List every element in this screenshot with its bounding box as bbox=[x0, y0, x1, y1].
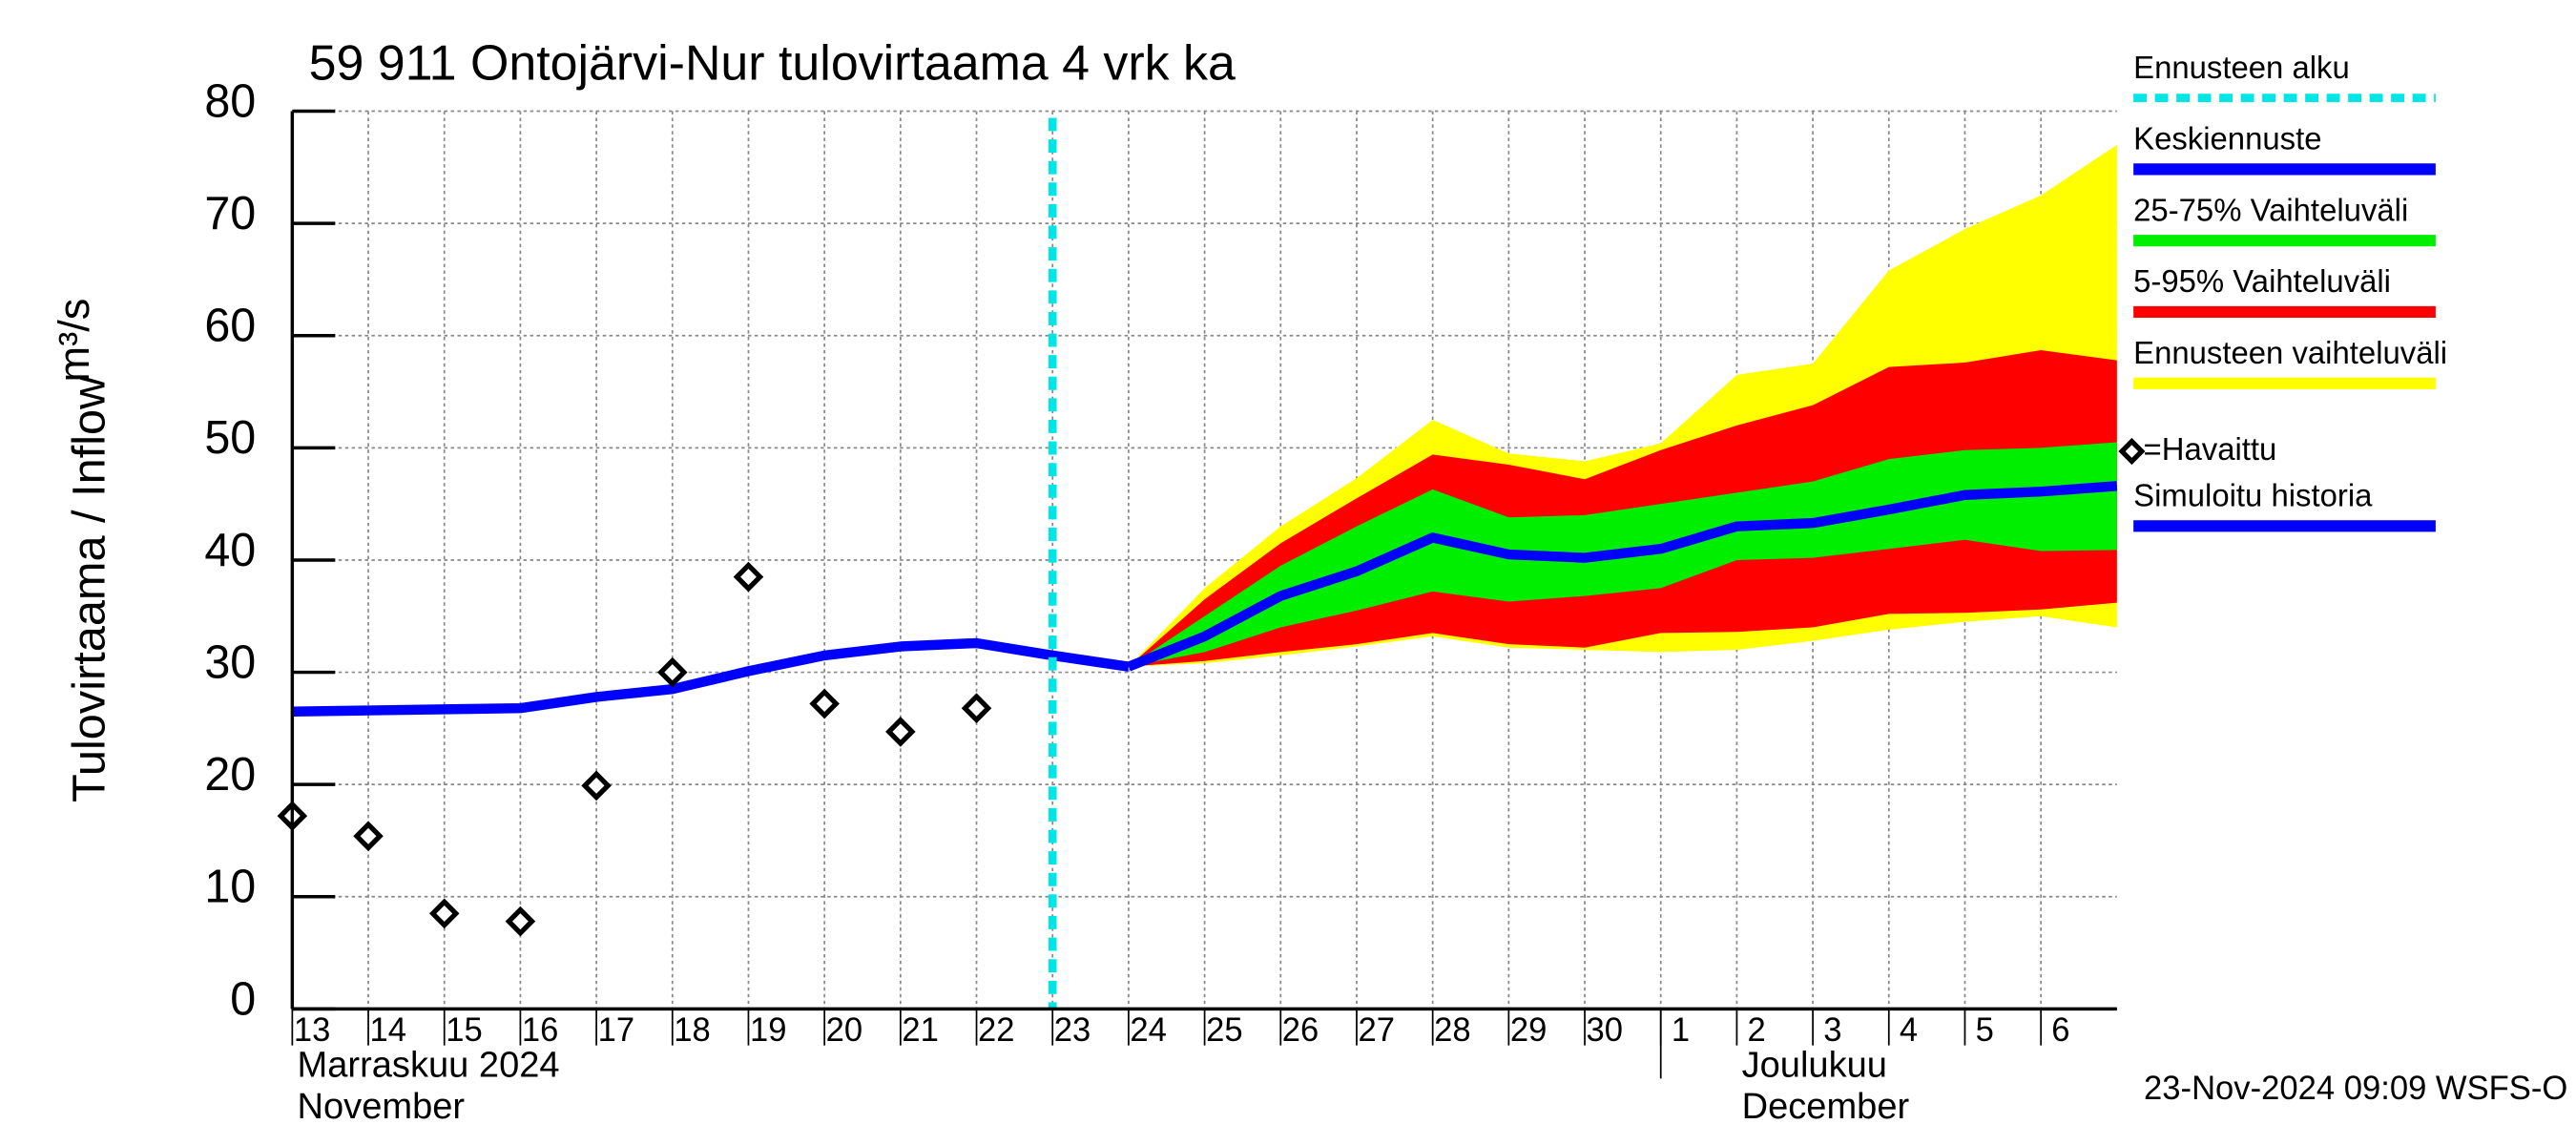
series-line bbox=[292, 637, 1130, 717]
x-tick-label: 13 bbox=[294, 1012, 331, 1049]
y-tick-label: 50 bbox=[204, 412, 256, 464]
y-tick-label: 20 bbox=[204, 749, 256, 801]
chart-title: 59 911 Ontojärvi-Nur tulovirtaama 4 vrk … bbox=[309, 35, 1236, 91]
footer: 23-Nov-2024 09:09 WSFS-O bbox=[2144, 1071, 2567, 1107]
x-tick-label: 18 bbox=[674, 1012, 711, 1049]
observed-point bbox=[885, 717, 916, 747]
x-tick-label: 17 bbox=[598, 1012, 635, 1049]
legend-label: Keskiennuste bbox=[2133, 120, 2321, 156]
legend-label: 5-95% Vaihteluväli bbox=[2133, 263, 2391, 299]
x-tick-label: 29 bbox=[1510, 1012, 1548, 1049]
x-tick-label: 20 bbox=[826, 1012, 863, 1049]
x-tick-label: 6 bbox=[2051, 1012, 2069, 1049]
y-axis-unit: m³/s bbox=[50, 299, 98, 383]
x-tick-label: 26 bbox=[1282, 1012, 1319, 1049]
legend-label: =Havaittu bbox=[2144, 431, 2277, 467]
y-tick-label: 40 bbox=[204, 525, 256, 576]
observed-point bbox=[809, 688, 840, 719]
x-tick-label: 2 bbox=[1748, 1012, 1766, 1049]
x-tick-label: 15 bbox=[446, 1012, 483, 1049]
x-tick-label: 27 bbox=[1358, 1012, 1395, 1049]
observed-point bbox=[505, 906, 536, 937]
y-tick-label: 70 bbox=[204, 188, 256, 239]
y-tick-label: 60 bbox=[204, 301, 256, 352]
x-tick-label: 21 bbox=[902, 1012, 939, 1049]
x-tick-label: 24 bbox=[1130, 1012, 1167, 1049]
y-tick-label: 30 bbox=[204, 636, 256, 688]
legend-marker bbox=[2118, 437, 2146, 466]
x-tick-label: 16 bbox=[522, 1012, 559, 1049]
month-sublabel: November bbox=[298, 1086, 466, 1127]
y-tick-label: 80 bbox=[204, 75, 256, 127]
legend-label: Ennusteen alku bbox=[2133, 50, 2350, 85]
y-tick-label: 0 bbox=[230, 973, 256, 1025]
x-tick-label: 25 bbox=[1206, 1012, 1243, 1049]
x-tick-label: 28 bbox=[1434, 1012, 1471, 1049]
observed-point bbox=[961, 693, 992, 724]
x-tick-label: 19 bbox=[750, 1012, 787, 1049]
x-tick-label: 4 bbox=[1900, 1012, 1918, 1049]
x-tick-label: 30 bbox=[1587, 1012, 1624, 1049]
month-label: Joulukuu bbox=[1742, 1044, 1887, 1085]
legend-label: 25-75% Vaihteluväli bbox=[2133, 192, 2408, 227]
x-tick-label: 23 bbox=[1054, 1012, 1091, 1049]
x-tick-label: 1 bbox=[1672, 1012, 1690, 1049]
x-tick-label: 14 bbox=[370, 1012, 407, 1049]
month-label: Marraskuu 2024 bbox=[298, 1044, 560, 1085]
y-tick-label: 10 bbox=[204, 862, 256, 913]
observed-point bbox=[353, 821, 384, 852]
y-axis-label: Tulovirtaama / Inflow bbox=[64, 375, 115, 802]
month-sublabel: December bbox=[1742, 1086, 1910, 1127]
observed-point bbox=[733, 561, 764, 593]
observed-point bbox=[656, 656, 688, 688]
legend-label: Ennusteen vaihteluväli bbox=[2133, 335, 2447, 370]
x-tick-label: 22 bbox=[978, 1012, 1015, 1049]
series-line bbox=[1126, 481, 2118, 672]
x-tick-label: 3 bbox=[1823, 1012, 1841, 1049]
observed-point bbox=[581, 770, 612, 802]
observed-point bbox=[428, 898, 460, 929]
x-tick-label: 5 bbox=[1976, 1012, 1994, 1049]
legend-label: Simuloitu historia bbox=[2133, 477, 2373, 512]
